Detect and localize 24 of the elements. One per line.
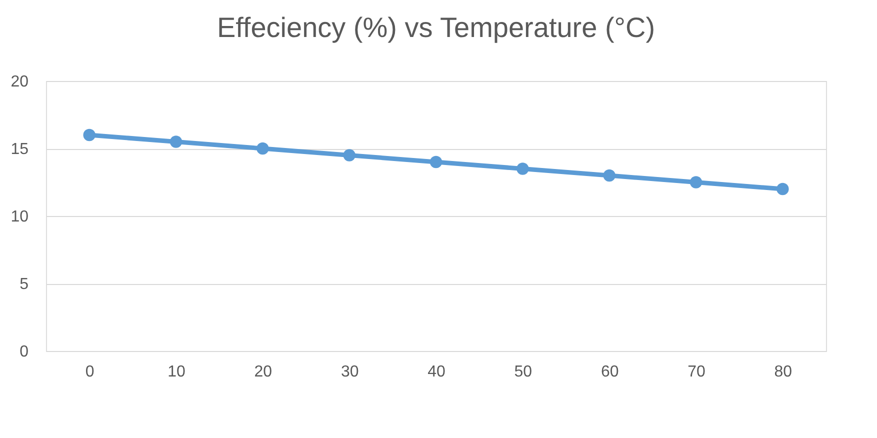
y-tick-label: 10 [10,208,29,226]
point [256,142,269,155]
point [690,176,702,188]
y-tick-label: 5 [20,276,29,293]
chart-title: Effeciency (%) vs Temperature (°C) [216,12,656,43]
y-tick-label: 20 [10,74,29,90]
x-tick-label: 80 [774,364,792,380]
x-tick-label: 70 [688,364,706,380]
x-tick-label: 60 [600,364,619,380]
x-tick-label: 50 [514,364,532,380]
x-tick-label: 20 [254,364,272,380]
point [343,149,356,162]
point [516,162,529,175]
point [430,156,442,168]
y-tick-label: 15 [10,141,29,158]
y-tick-label: 0 [20,344,29,360]
point [83,128,96,142]
x-tick-label: 0 [85,364,94,380]
point [776,182,789,196]
x-tick-label: 40 [428,364,446,380]
x-tick-label: 10 [168,364,186,380]
point [603,169,616,182]
x-tick-label: 30 [340,364,359,380]
point [170,136,182,148]
